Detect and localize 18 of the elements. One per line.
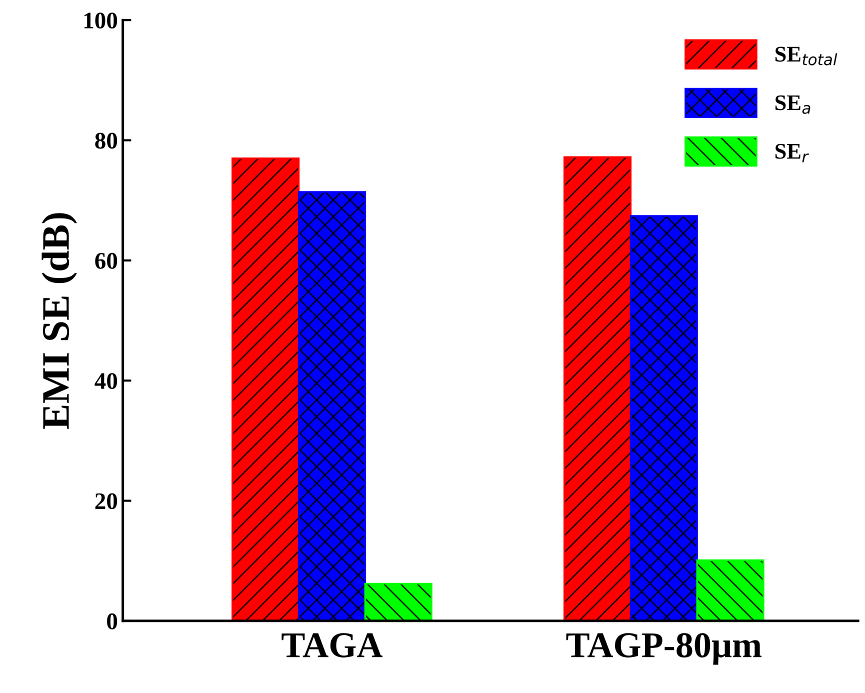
bar [232, 157, 300, 621]
y-tick-label: 20 [95, 493, 118, 510]
y-tick-label: 40 [94, 373, 118, 390]
bar [298, 191, 366, 621]
y-tick-label: 60 [95, 252, 118, 269]
x-tick-label: TAGP-80μm [566, 633, 762, 665]
bar [364, 582, 432, 621]
x-tick-label: TAGA [282, 633, 383, 658]
legend-label: SE$_{a}$ [775, 95, 810, 114]
bar [630, 215, 698, 621]
y-tick-label: 80 [95, 132, 118, 149]
bar [563, 156, 632, 621]
bar [696, 559, 764, 621]
legend-label: SE$_{r}$ [775, 144, 809, 162]
legend-label: SE$_{total}$ [775, 46, 838, 66]
y-axis-title: EMI SE (dB) [42, 213, 77, 429]
y-tick-label: 100 [84, 12, 118, 29]
y-tick-label: 0 [107, 613, 118, 630]
